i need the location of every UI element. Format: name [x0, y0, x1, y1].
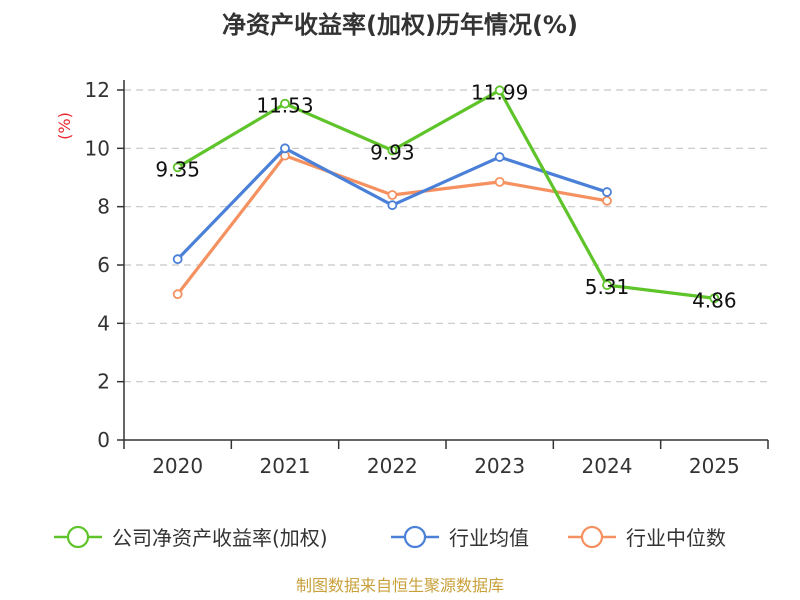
y-tick-label: 0: [97, 428, 110, 452]
series-point-2: [494, 176, 505, 187]
series-point-0: [709, 293, 720, 304]
x-tick-label: 2021: [260, 454, 311, 478]
x-tick-label: 2023: [474, 454, 525, 478]
data-label: 4.86: [692, 288, 737, 312]
series-point-1: [602, 187, 612, 197]
y-axis-label: (%): [55, 112, 74, 140]
data-label: 9.93: [370, 140, 415, 164]
data-label: 11.53: [256, 94, 313, 118]
series-point-2: [172, 289, 183, 300]
legend-item-1[interactable]: 行业均值: [391, 525, 529, 550]
y-tick-label: 6: [97, 253, 110, 277]
data-label: 5.31: [585, 275, 630, 299]
data-label: 9.35: [155, 157, 200, 181]
series-point-0: [280, 98, 290, 109]
series-point-0: [172, 162, 183, 173]
y-tick-label: 2: [97, 370, 110, 394]
legend-label: 行业中位数: [626, 526, 726, 550]
series-point-0: [387, 145, 398, 156]
source-note: 制图数据来自恒生聚源数据库: [296, 576, 504, 595]
legend-swatch-circle: [403, 525, 427, 549]
y-tick-label: 8: [97, 195, 110, 219]
legend-swatch-circle: [580, 525, 604, 549]
grid-lines: [124, 89, 768, 383]
legend-swatch-circle: [66, 525, 90, 549]
legend-label: 公司净资产收益率(加权): [112, 526, 328, 550]
x-tick-label: 2020: [152, 454, 203, 478]
series-line-2: [176, 154, 608, 296]
series-point-1: [494, 152, 505, 162]
y-tick-label: 10: [85, 136, 110, 160]
legend[interactable]: 公司净资产收益率(加权) 行业均值 行业中位数: [54, 525, 726, 550]
legend-item-0[interactable]: 公司净资产收益率(加权): [54, 525, 328, 550]
series-point-0: [494, 85, 505, 96]
x-tick-label: 2025: [689, 454, 740, 478]
series-point-2: [387, 190, 398, 200]
y-tick-label: 4: [97, 311, 110, 335]
series-line-0: [176, 88, 715, 300]
legend-label: 行业均值: [449, 526, 529, 550]
axes: 0 2 4 6 8 10 12 2020 2021 2022 2023 2024 2025: [85, 78, 769, 478]
data-labels: 9.35 11.53 9.93 11.99 5.31 4.86: [155, 80, 736, 312]
series-point-1: [280, 143, 290, 154]
x-tick-label: 2024: [582, 454, 633, 478]
legend-item-2[interactable]: 行业中位数: [568, 525, 726, 550]
x-tick-label: 2022: [367, 454, 418, 478]
y-tick-label: 12: [85, 78, 110, 102]
series-point-1: [172, 254, 183, 265]
series-point-1: [387, 200, 398, 211]
series-point-2: [602, 195, 612, 206]
series-point-0: [602, 280, 612, 291]
data-label: 11.99: [471, 80, 528, 104]
series-lines: [172, 85, 720, 304]
chart-title: 净资产收益率(加权)历年情况(%): [222, 11, 578, 39]
